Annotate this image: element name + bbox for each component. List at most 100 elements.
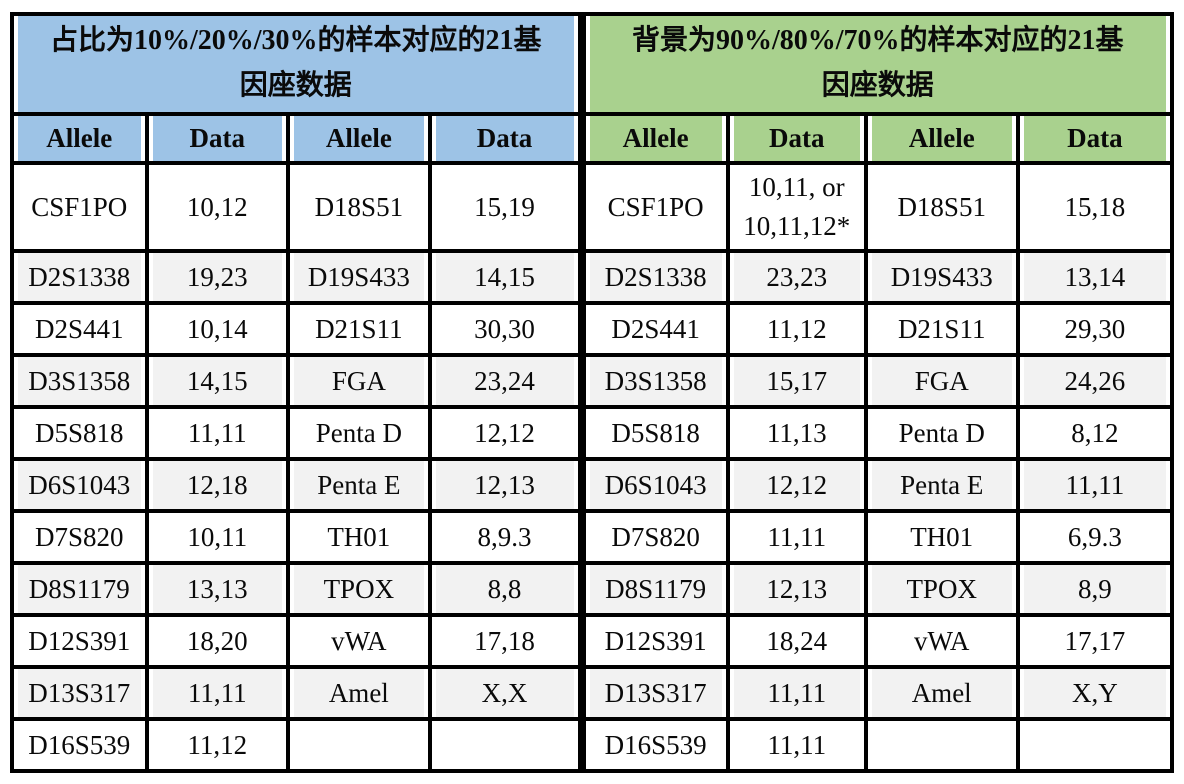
allele-cell: FGA bbox=[286, 353, 432, 409]
data-cell: 8,8 bbox=[427, 561, 584, 617]
data-cell: X,Y bbox=[1015, 665, 1175, 721]
right-allele-header-1: Allele bbox=[577, 112, 730, 165]
title-row: 占比为10%/20%/30%的样本对应的21基 因座数据 背景为90%/80%/… bbox=[10, 12, 1175, 116]
allele-cell: CSF1PO bbox=[577, 161, 730, 253]
allele-cell: D8S1179 bbox=[577, 561, 730, 617]
right-data-header-2: Data bbox=[1015, 112, 1175, 165]
allele-cell: D18S51 bbox=[863, 161, 1020, 253]
allele-cell: D2S441 bbox=[10, 301, 149, 357]
data-cell: 10,12 bbox=[144, 161, 291, 253]
allele-cell: D3S1358 bbox=[10, 353, 149, 409]
allele-cell: Penta E bbox=[863, 457, 1020, 513]
table-row: CSF1PO 10,12 D18S51 15,19 CSF1PO 10,11, … bbox=[10, 161, 1175, 253]
allele-cell: D3S1358 bbox=[577, 353, 730, 409]
data-cell: 23,23 bbox=[725, 249, 868, 305]
allele-cell: D8S1179 bbox=[10, 561, 149, 617]
allele-cell bbox=[286, 717, 432, 773]
data-cell: 14,15 bbox=[427, 249, 584, 305]
data-cell: 15,17 bbox=[725, 353, 868, 409]
table-row: D7S820 10,11 TH01 8,9.3 D7S820 11,11 TH0… bbox=[10, 509, 1175, 565]
allele-cell: Amel bbox=[863, 665, 1020, 721]
data-cell: 11,13 bbox=[725, 405, 868, 461]
data-cell: 8,9 bbox=[1015, 561, 1175, 617]
data-cell: 30,30 bbox=[427, 301, 584, 357]
data-cell: 12,13 bbox=[427, 457, 584, 513]
data-cell: 15,18 bbox=[1015, 161, 1175, 253]
allele-cell: FGA bbox=[863, 353, 1020, 409]
left-allele-header-2: Allele bbox=[286, 112, 432, 165]
data-cell: 11,11 bbox=[144, 665, 291, 721]
allele-cell: D7S820 bbox=[10, 509, 149, 565]
allele-cell: D16S539 bbox=[577, 717, 730, 773]
data-cell bbox=[1015, 717, 1175, 773]
allele-cell: TH01 bbox=[863, 509, 1020, 565]
data-cell: 29,30 bbox=[1015, 301, 1175, 357]
data-cell: 10,11 bbox=[144, 509, 291, 565]
data-cell: 17,18 bbox=[427, 613, 584, 669]
data-cell: 14,15 bbox=[144, 353, 291, 409]
data-cell: 23,24 bbox=[427, 353, 584, 409]
allele-cell: Penta D bbox=[286, 405, 432, 461]
data-cell: 24,26 bbox=[1015, 353, 1175, 409]
data-cell: 12,13 bbox=[725, 561, 868, 617]
allele-cell: D5S818 bbox=[577, 405, 730, 461]
allele-cell: D2S441 bbox=[577, 301, 730, 357]
data-cell: 15,19 bbox=[427, 161, 584, 253]
allele-cell: vWA bbox=[863, 613, 1020, 669]
data-cell: 18,20 bbox=[144, 613, 291, 669]
data-cell: 11,12 bbox=[725, 301, 868, 357]
allele-cell: vWA bbox=[286, 613, 432, 669]
allele-cell: D19S433 bbox=[286, 249, 432, 305]
allele-cell: D12S391 bbox=[10, 613, 149, 669]
allele-cell: D18S51 bbox=[286, 161, 432, 253]
allele-cell: TPOX bbox=[286, 561, 432, 617]
data-cell: 11,11 bbox=[725, 717, 868, 773]
table-row: D16S539 11,12 D16S539 11,11 bbox=[10, 717, 1175, 773]
allele-cell: D12S391 bbox=[577, 613, 730, 669]
data-cell: 13,13 bbox=[144, 561, 291, 617]
table-row: D8S1179 13,13 TPOX 8,8 D8S1179 12,13 TPO… bbox=[10, 561, 1175, 617]
data-cell: 11,11 bbox=[725, 509, 868, 565]
column-header-row: Allele Data Allele Data Allele Data Alle… bbox=[10, 112, 1175, 165]
data-cell: 11,11 bbox=[144, 405, 291, 461]
table-row: D12S391 18,20 vWA 17,18 D12S391 18,24 vW… bbox=[10, 613, 1175, 669]
data-cell: 12,12 bbox=[427, 405, 584, 461]
allele-cell: D13S317 bbox=[10, 665, 149, 721]
allele-cell: Penta D bbox=[863, 405, 1020, 461]
table-row: D13S317 11,11 Amel X,X D13S317 11,11 Ame… bbox=[10, 665, 1175, 721]
data-cell: 19,23 bbox=[144, 249, 291, 305]
table-row: D3S1358 14,15 FGA 23,24 D3S1358 15,17 FG… bbox=[10, 353, 1175, 409]
allele-cell bbox=[863, 717, 1020, 773]
data-cell: X,X bbox=[427, 665, 584, 721]
data-cell: 11,11 bbox=[1015, 457, 1175, 513]
allele-cell: D6S1043 bbox=[10, 457, 149, 513]
allele-cell: D2S1338 bbox=[577, 249, 730, 305]
allele-cell: TPOX bbox=[863, 561, 1020, 617]
table-row: D6S1043 12,18 Penta E 12,13 D6S1043 12,1… bbox=[10, 457, 1175, 513]
allele-cell: Amel bbox=[286, 665, 432, 721]
allele-cell: D13S317 bbox=[577, 665, 730, 721]
left-data-header-2: Data bbox=[427, 112, 584, 165]
left-data-header-1: Data bbox=[144, 112, 291, 165]
allele-cell: D21S11 bbox=[863, 301, 1020, 357]
right-data-header-1: Data bbox=[725, 112, 868, 165]
data-cell: 18,24 bbox=[725, 613, 868, 669]
data-cell: 17,17 bbox=[1015, 613, 1175, 669]
data-cell: 12,18 bbox=[144, 457, 291, 513]
right-allele-header-2: Allele bbox=[863, 112, 1020, 165]
data-cell: 11,11 bbox=[725, 665, 868, 721]
allele-cell: CSF1PO bbox=[10, 161, 149, 253]
left-allele-header-1: Allele bbox=[10, 112, 149, 165]
table-row: D5S818 11,11 Penta D 12,12 D5S818 11,13 … bbox=[10, 405, 1175, 461]
data-cell: 6,9.3 bbox=[1015, 509, 1175, 565]
data-cell: 10,11, or 10,11,12* bbox=[725, 161, 868, 253]
table-row: D2S441 10,14 D21S11 30,30 D2S441 11,12 D… bbox=[10, 301, 1175, 357]
allele-cell: D19S433 bbox=[863, 249, 1020, 305]
left-table-title: 占比为10%/20%/30%的样本对应的21基 因座数据 bbox=[10, 12, 584, 116]
data-cell: 8,12 bbox=[1015, 405, 1175, 461]
data-cell bbox=[427, 717, 584, 773]
data-cell: 10,14 bbox=[144, 301, 291, 357]
genotype-table: 占比为10%/20%/30%的样本对应的21基 因座数据 背景为90%/80%/… bbox=[10, 12, 1175, 773]
allele-cell: D21S11 bbox=[286, 301, 432, 357]
